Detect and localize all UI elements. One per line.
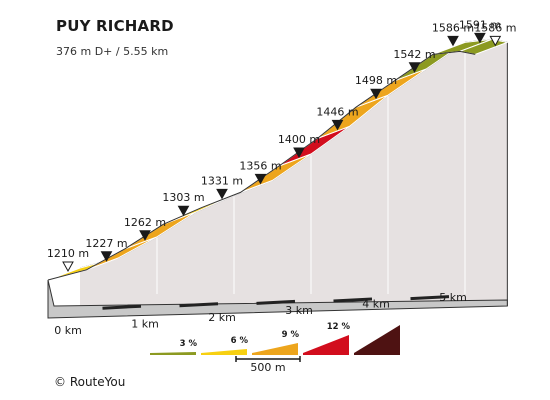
legend-swatch: [303, 335, 349, 355]
km-base-marker: [410, 295, 450, 301]
elevation-marker: [139, 230, 151, 241]
x-tick-label: 5 km: [439, 291, 467, 304]
chart-subtitle: 376 m D+ / 5.55 km: [56, 45, 169, 58]
legend-swatch: [201, 349, 247, 355]
elevation-label: 1542 m: [393, 48, 435, 61]
elevation-label: 1227 m: [85, 237, 127, 250]
scale-bar-label: 500 m: [250, 361, 285, 374]
elevation-marker: [254, 173, 267, 185]
elevation-label: 1210 m: [47, 247, 89, 260]
elevation-label: 1591 m: [459, 18, 501, 31]
profile-base: [47, 279, 508, 319]
x-tick-label: 4 km: [362, 298, 390, 311]
legend-grade-label: 3 %: [180, 339, 198, 349]
elevation-marker: [370, 88, 382, 100]
legend-grade-label: 9 %: [282, 330, 300, 340]
elevation-label: 1498 m: [355, 74, 397, 87]
elevation-label: 1446 m: [316, 105, 358, 118]
elevation-marker: [408, 62, 421, 73]
profile-front-edge: [47, 50, 476, 281]
profile-side-wall: [80, 39, 508, 307]
x-tick-label: 3 km: [285, 304, 313, 317]
km-base-marker: [102, 304, 142, 310]
km-base-marker: [179, 302, 219, 308]
elevation-label: 1331 m: [201, 174, 243, 187]
legend-swatch: [354, 325, 400, 355]
legend-grade-label: 6 %: [231, 336, 249, 346]
elevation-label: 1586 m: [474, 21, 516, 34]
legend-swatch: [252, 343, 298, 355]
elevation-label: 1262 m: [124, 216, 166, 229]
x-tick-label: 2 km: [208, 311, 236, 324]
elevation-marker: [293, 147, 305, 159]
elevation-marker: [331, 119, 344, 131]
copyright-text: © RouteYou: [54, 375, 126, 389]
endpoint-marker: [489, 35, 502, 47]
elevation-marker: [100, 251, 113, 262]
x-tick-label: 0 km: [54, 324, 82, 337]
elevation-marker: [447, 35, 459, 47]
km-base-marker: [333, 297, 373, 303]
legend-swatch: [150, 352, 196, 355]
km-base-marker: [256, 299, 296, 305]
legend-grade-label: 12 %: [327, 322, 351, 332]
elevation-label: 1400 m: [278, 133, 320, 146]
x-tick-label: 1 km: [131, 317, 159, 330]
elevation-marker: [216, 188, 228, 200]
elevation-label: 1586 m: [432, 21, 474, 34]
endpoint-marker: [62, 261, 74, 273]
elevation-label: 1303 m: [162, 191, 204, 204]
chart-title: PUY RICHARD: [56, 17, 174, 35]
elevation-marker: [177, 205, 190, 217]
elevation-marker: [474, 32, 486, 44]
elevation-label: 1356 m: [239, 159, 281, 172]
